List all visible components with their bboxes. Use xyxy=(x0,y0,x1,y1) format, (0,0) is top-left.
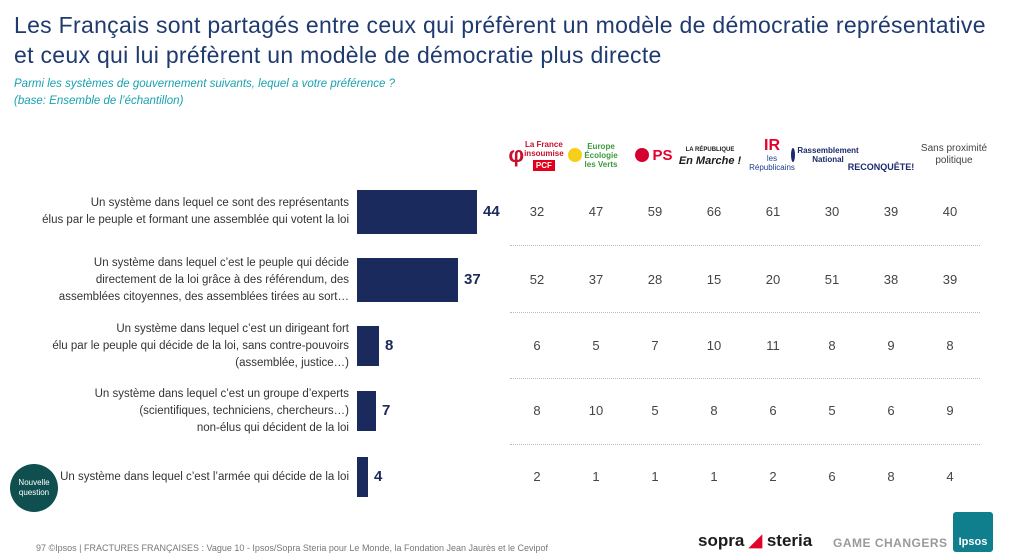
row-label-line: (assemblée, justice…) xyxy=(235,356,349,369)
breakdown-cell: 30 xyxy=(824,204,840,219)
lr-text: IR les Républicains xyxy=(749,137,795,173)
breakdown-cell: 32 xyxy=(529,204,545,219)
party-logo-rn: Rassemblement National xyxy=(791,134,859,176)
row-label: Un système dans lequel c’est un dirigean… xyxy=(29,321,349,372)
row-label-line: élus par le peuple et formant une assemb… xyxy=(42,214,349,226)
row-label-line: Un système dans lequel ce sont des repré… xyxy=(90,197,349,209)
breakdown-cell: 38 xyxy=(883,272,899,287)
sans-proximite-text: Sans proximité politique xyxy=(920,143,988,166)
rn-text: Rassemblement National xyxy=(797,146,859,164)
base-text: (base: Ensemble de l’échantillon) xyxy=(14,95,184,107)
breakdown-cell: 2 xyxy=(769,469,777,484)
question-subtitle: Parmi les systèmes de gouvernement suiva… xyxy=(14,76,395,110)
breakdown-cell: 10 xyxy=(706,338,722,353)
bar-value-label: 37 xyxy=(464,271,481,288)
footer: 97 ©Ipsos | FRACTURES FRANÇAISES : Vague… xyxy=(36,543,549,553)
breakdown-cell: 15 xyxy=(706,272,722,287)
breakdown-cell: 1 xyxy=(592,469,600,484)
sopra-steria-logo: sopra ◢ steria xyxy=(698,531,813,550)
ps-text: PS xyxy=(652,146,673,164)
breakdown-cell: 7 xyxy=(651,338,659,353)
bar-value-label: 8 xyxy=(385,337,394,354)
row-label: Un système dans lequel c’est l’armée qui… xyxy=(29,469,349,486)
breakdown-cell: 6 xyxy=(887,403,895,418)
bar xyxy=(357,190,477,234)
breakdown-cell: 6 xyxy=(533,338,541,353)
party-logo-larem: LA RÉPUBLIQUE En Marche ! xyxy=(676,134,744,176)
ipsos-logo: Ipsos xyxy=(953,512,993,552)
bar xyxy=(357,391,376,431)
row-label-line: directement de la loi grâce à des référe… xyxy=(95,273,349,286)
row-label: Un système dans lequel c’est un groupe d… xyxy=(29,386,349,437)
pcf-logo: PCF xyxy=(532,159,555,171)
breakdown-cell: 1 xyxy=(710,469,718,484)
breakdown-cell: 5 xyxy=(651,403,659,418)
row-label-line: Un système dans lequel c’est un groupe d… xyxy=(94,387,349,400)
row-label-line: Un système dans lequel c’est le peuple q… xyxy=(93,256,349,269)
breakdown-cell: 8 xyxy=(946,338,954,353)
breakdown-cell: 6 xyxy=(828,469,836,484)
breakdown-cell: 59 xyxy=(647,204,663,219)
row-separator xyxy=(510,312,980,313)
breakdown-cell: 37 xyxy=(588,272,604,287)
breakdown-cell: 40 xyxy=(942,204,958,219)
breakdown-cell: 28 xyxy=(647,272,663,287)
bar-value-label: 44 xyxy=(483,203,500,220)
row-separator xyxy=(510,245,980,246)
breakdown-cell: 5 xyxy=(592,338,600,353)
breakdown-cell: 11 xyxy=(766,338,780,353)
game-changers-tagline: GAME CHANGERS xyxy=(833,536,948,550)
breakdown-cell: 61 xyxy=(765,204,781,219)
reconquete-text: RECONQUÊTE! xyxy=(847,161,915,172)
breakdown-cell: 8 xyxy=(887,469,895,484)
bar xyxy=(357,457,368,497)
breakdown-cell: 8 xyxy=(533,403,541,418)
new-question-badge: Nouvelle question xyxy=(10,464,58,512)
bar-value-label: 4 xyxy=(374,468,383,485)
breakdown-cell: 5 xyxy=(828,403,836,418)
row-separator xyxy=(510,444,980,445)
steria-mark-icon: ◢ xyxy=(749,531,763,550)
row-separator xyxy=(510,378,980,379)
breakdown-cell: 39 xyxy=(942,272,958,287)
breakdown-cell: 10 xyxy=(588,403,604,418)
breakdown-cell: 8 xyxy=(710,403,718,418)
row-label-line: Un système dans lequel c’est l’armée qui… xyxy=(60,470,349,483)
bar-value-label: 7 xyxy=(382,402,391,419)
breakdown-cell: 39 xyxy=(883,204,899,219)
larem-text: LA RÉPUBLIQUE En Marche ! xyxy=(678,146,742,167)
row-label-line: élu par le peuple qui décide de la loi, … xyxy=(52,339,349,352)
breakdown-cell: 4 xyxy=(946,469,954,484)
eelv-text: Europe Écologie les Verts xyxy=(584,141,618,169)
page-title: Les Français sont partagés entre ceux qu… xyxy=(14,12,986,68)
row-label: Un système dans lequel c’est le peuple q… xyxy=(29,255,349,306)
breakdown-cell: 1 xyxy=(651,469,659,484)
breakdown-cell: 8 xyxy=(828,338,836,353)
breakdown-cell: 6 xyxy=(769,403,777,418)
party-logo-lr: IR les Républicains xyxy=(742,134,802,176)
row-label-line: (scientifiques, techniciens, chercheurs…… xyxy=(139,404,349,417)
lfi-text: La France insoumise xyxy=(524,139,564,158)
row-label-line: Un système dans lequel c’est un dirigean… xyxy=(116,322,349,335)
party-logo-lfi: φ La France insoumise PCF xyxy=(508,139,564,171)
breakdown-cell: 66 xyxy=(706,204,722,219)
breakdown-cell: 9 xyxy=(887,338,895,353)
breakdown-cell: 51 xyxy=(824,272,840,287)
breakdown-cell: 2 xyxy=(533,469,541,484)
party-logo-reconquete: RECONQUÊTE! xyxy=(846,146,916,188)
row-label-line: assemblées citoyennes, des assemblées ti… xyxy=(58,290,349,303)
party-logo-eelv: Europe Écologie les Verts xyxy=(563,134,623,176)
party-label-sans-proximite: Sans proximité politique xyxy=(918,134,990,176)
bar xyxy=(357,258,458,302)
breakdown-cell: 52 xyxy=(529,272,545,287)
breakdown-cell: 20 xyxy=(765,272,781,287)
question-text: Parmi les systèmes de gouvernement suiva… xyxy=(14,78,395,90)
row-label-line: non-élus qui décident de la loi xyxy=(196,421,349,434)
breakdown-cell: 9 xyxy=(946,403,954,418)
bar xyxy=(357,326,379,366)
party-logo-ps: PS xyxy=(624,134,684,176)
row-label: Un système dans lequel ce sont des repré… xyxy=(29,195,349,229)
breakdown-cell: 47 xyxy=(588,204,604,219)
